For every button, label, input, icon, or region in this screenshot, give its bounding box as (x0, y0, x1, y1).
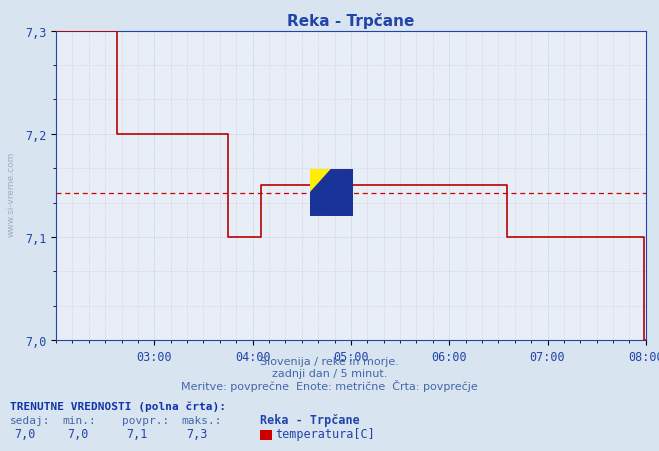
Text: 7,0: 7,0 (14, 428, 36, 441)
Polygon shape (310, 169, 331, 193)
Polygon shape (310, 193, 331, 216)
Text: Meritve: povprečne  Enote: metrične  Črta: povprečje: Meritve: povprečne Enote: metrične Črta:… (181, 379, 478, 391)
Text: Slovenija / reke in morje.: Slovenija / reke in morje. (260, 356, 399, 366)
Polygon shape (331, 169, 353, 216)
Text: sedaj:: sedaj: (10, 415, 50, 425)
Text: www.si-vreme.com: www.si-vreme.com (7, 152, 16, 236)
Text: 7,3: 7,3 (186, 428, 207, 441)
Text: 7,0: 7,0 (67, 428, 88, 441)
Text: 7,1: 7,1 (127, 428, 148, 441)
Text: zadnji dan / 5 minut.: zadnji dan / 5 minut. (272, 368, 387, 378)
Text: povpr.:: povpr.: (122, 415, 169, 425)
Text: TRENUTNE VREDNOSTI (polna črta):: TRENUTNE VREDNOSTI (polna črta): (10, 400, 226, 411)
Polygon shape (310, 169, 331, 216)
Text: min.:: min.: (63, 415, 96, 425)
Text: Reka - Trpčane: Reka - Trpčane (260, 413, 360, 426)
Text: maks.:: maks.: (181, 415, 221, 425)
Text: temperatura[C]: temperatura[C] (275, 428, 375, 441)
Title: Reka - Trpčane: Reka - Trpčane (287, 13, 415, 29)
